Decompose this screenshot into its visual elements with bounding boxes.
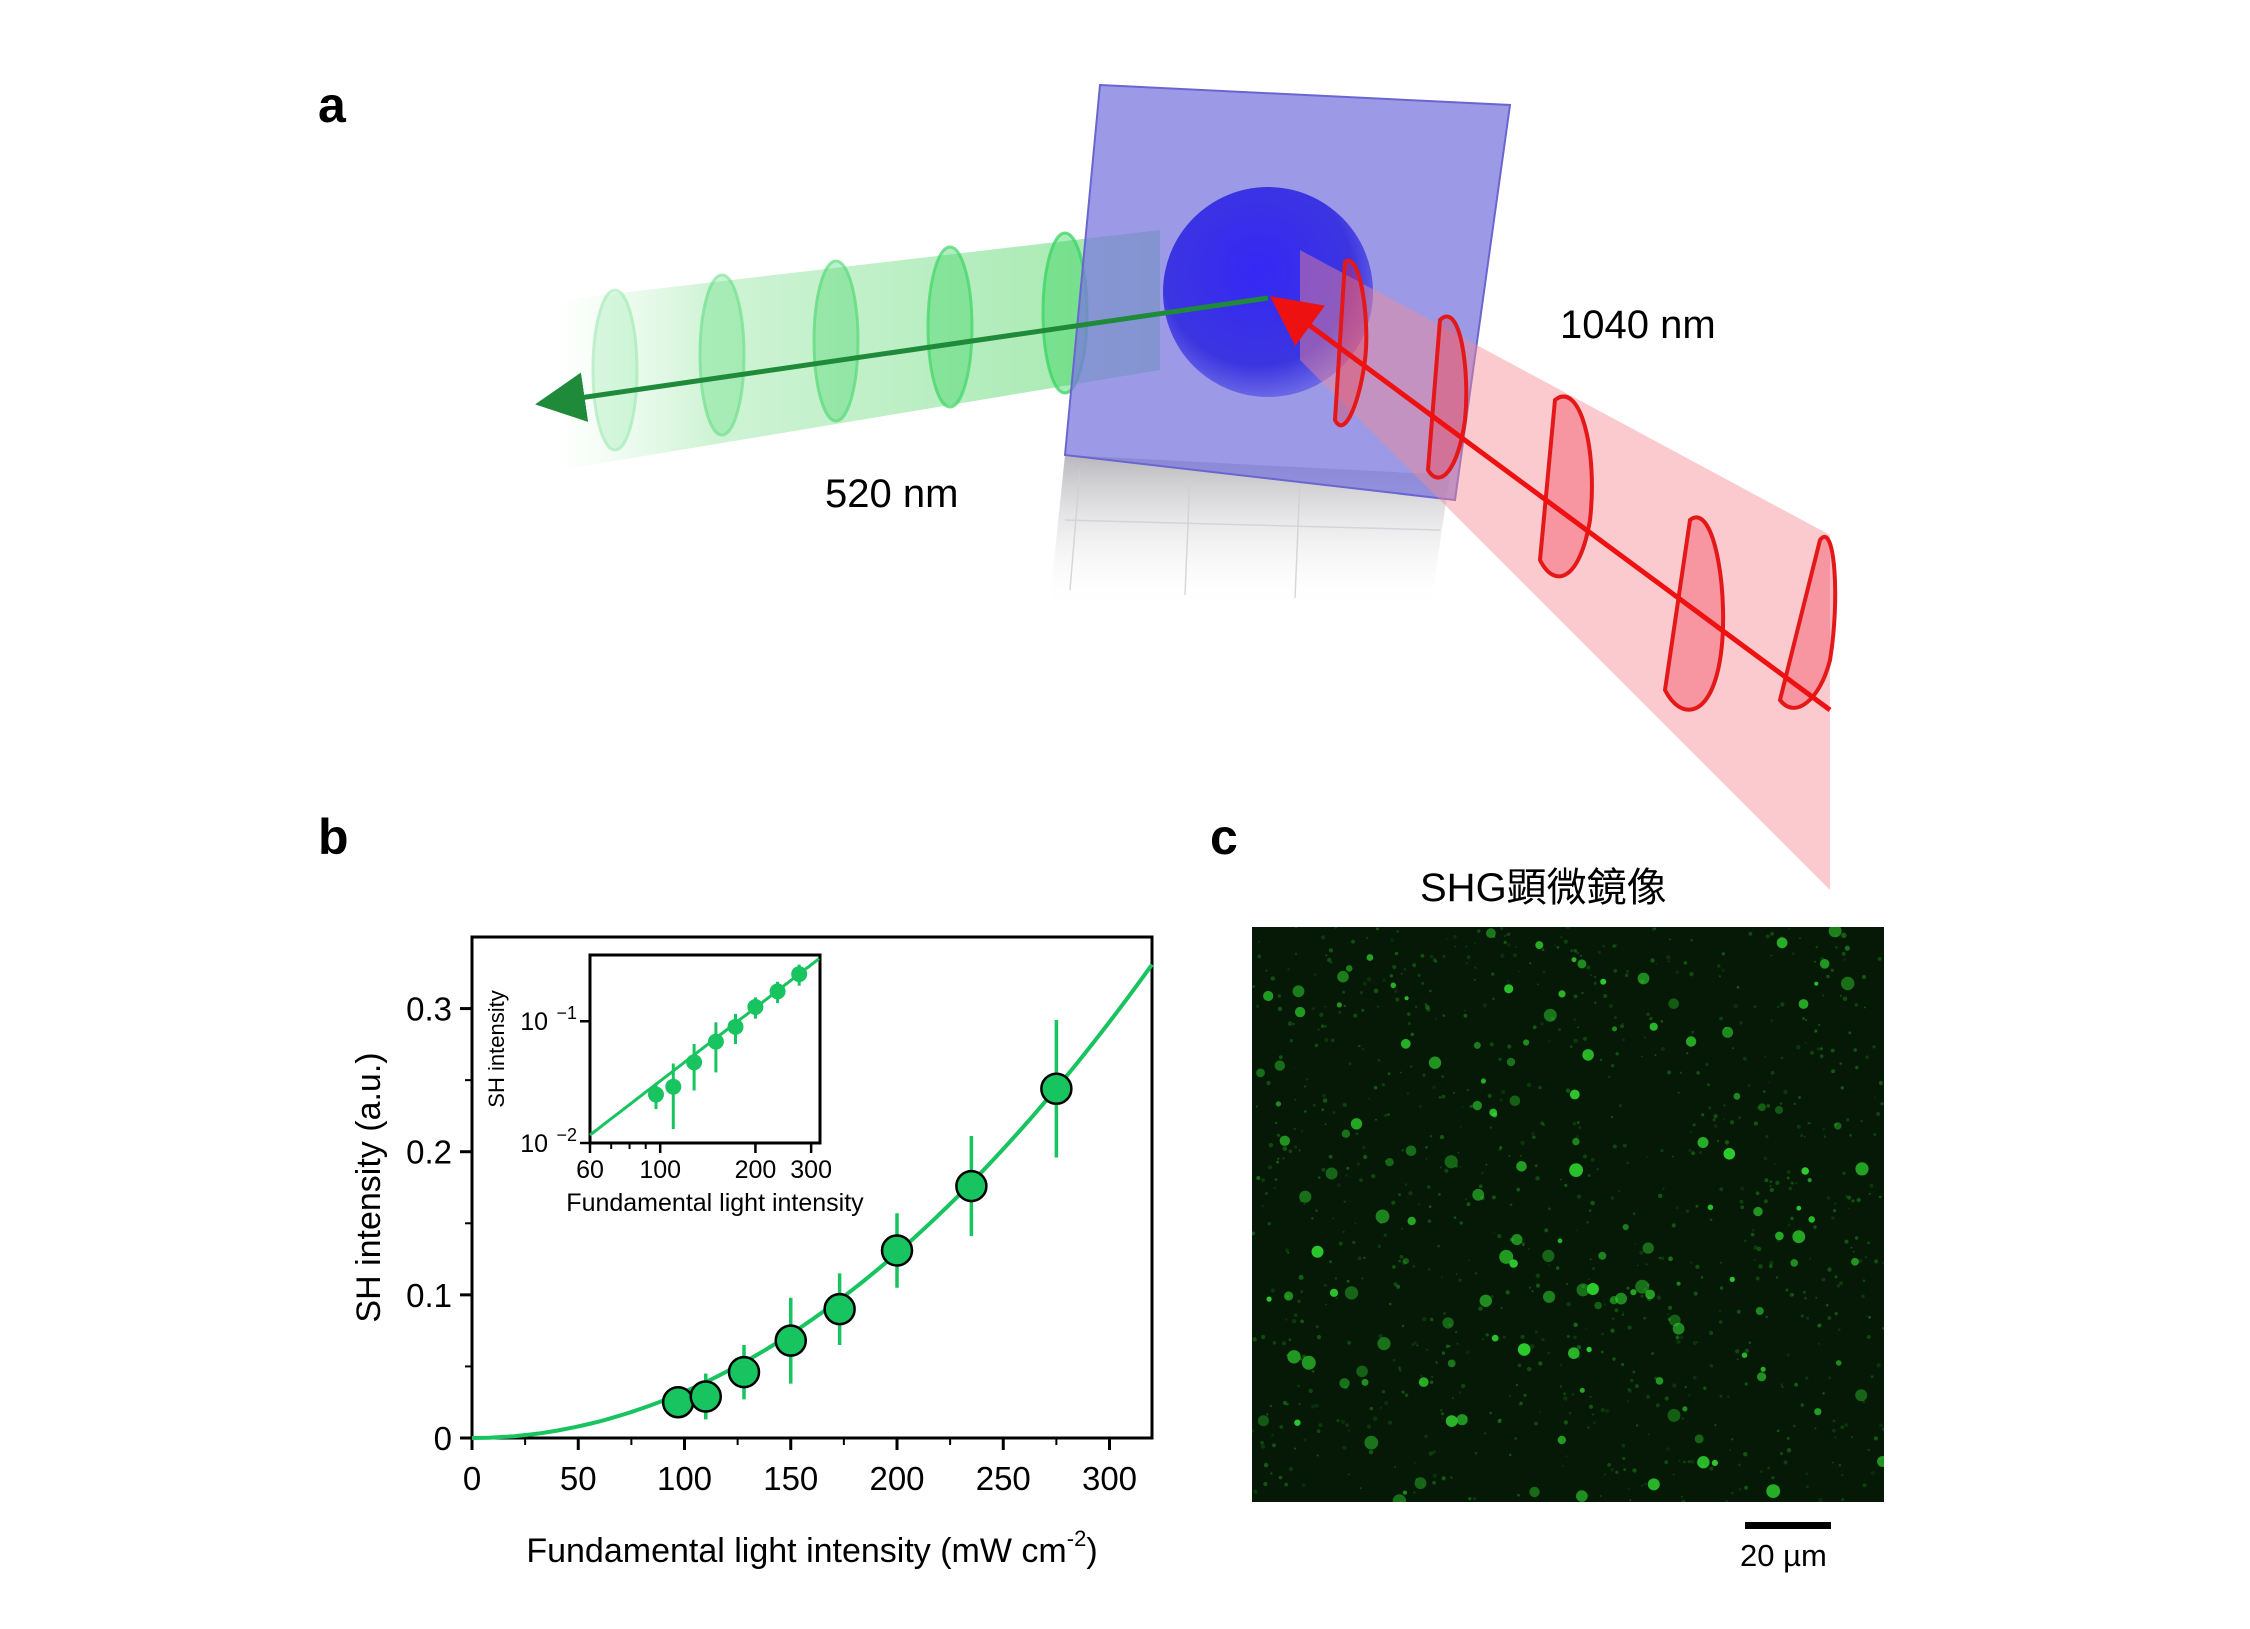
- y-tick-label: 0.1: [406, 1277, 452, 1314]
- inset-data-point: [665, 1078, 682, 1095]
- input-arrow: [1269, 296, 1832, 713]
- panel-b-label: b: [318, 809, 349, 865]
- data-point: [823, 1292, 856, 1326]
- data-point: [689, 1380, 722, 1413]
- x-tick-label: 250: [976, 1460, 1031, 1497]
- shg-microscope-image: [1252, 927, 1884, 1502]
- sample-shadow: [1050, 455, 1450, 610]
- inset-data-point: [648, 1086, 665, 1103]
- x-tick-label: 300: [1082, 1460, 1137, 1497]
- inset-data-point: [747, 998, 764, 1015]
- floor-grid: [1064, 469, 1441, 599]
- output-wavelength-label: 520 nm: [825, 472, 959, 516]
- data-point: [880, 1234, 914, 1267]
- microscope-image-title: SHG顕微鏡像: [1420, 866, 1667, 910]
- x-axis-label: Fundamental light intensity (mW cm-2): [526, 1526, 1097, 1570]
- inset-y-tick-exponent: −2: [556, 1125, 577, 1145]
- green-beam-tube: [560, 230, 1160, 470]
- data-point: [955, 1169, 988, 1203]
- x-tick-label: 150: [763, 1460, 818, 1497]
- inset-y-axis-label: SH intensity: [484, 990, 509, 1107]
- panel-c-label: c: [1210, 809, 1238, 865]
- red-wave: [1332, 258, 1838, 712]
- fit-curve: [471, 963, 1154, 1440]
- inset-data-point: [727, 1018, 744, 1035]
- scale-bar: [1745, 1522, 1831, 1529]
- x-tick-label: 50: [560, 1460, 597, 1497]
- inset-data-point: [686, 1054, 703, 1071]
- scale-bar-label: 20 µm: [1740, 1538, 1827, 1573]
- panel-a-label: a: [318, 77, 346, 133]
- inset-x-tick-label: 100: [639, 1156, 681, 1184]
- output-arrow: [535, 295, 1269, 422]
- inset-y-tick-exponent: −1: [556, 1003, 577, 1023]
- data-point: [1040, 1072, 1073, 1105]
- inset-x-tick-label: 300: [790, 1156, 832, 1184]
- inset-x-tick-label: 200: [735, 1156, 777, 1184]
- inset-data-point: [769, 983, 786, 1000]
- inset-x-tick-label: 60: [576, 1156, 604, 1184]
- data-point: [661, 1385, 695, 1419]
- x-tick-label: 200: [869, 1460, 924, 1497]
- y-tick-label: 0.3: [406, 991, 452, 1028]
- y-tick-label: 0.2: [406, 1134, 452, 1171]
- y-tick-label: 0: [434, 1420, 452, 1457]
- inset-data-point: [791, 966, 808, 983]
- main-plot-frame: [470, 935, 1154, 1440]
- data-point: [774, 1324, 807, 1357]
- microscope-speckles: [1252, 927, 1884, 1502]
- inset-data-point: [707, 1033, 724, 1050]
- green-wave: [591, 231, 1089, 452]
- inset-y-tick-label: 10: [520, 1130, 548, 1158]
- y-axis-label: SH intensity (a.u.): [350, 1052, 388, 1322]
- x-tick-label: 100: [657, 1460, 712, 1497]
- data-point: [727, 1355, 761, 1389]
- inset-y-tick-label: 10: [520, 1008, 548, 1036]
- input-wavelength-label: 1040 nm: [1560, 303, 1716, 347]
- x-tick-label: 0: [463, 1460, 481, 1497]
- inset-x-axis-label: Fundamental light intensity: [566, 1189, 864, 1217]
- panel-a-illustration: [535, 83, 1838, 890]
